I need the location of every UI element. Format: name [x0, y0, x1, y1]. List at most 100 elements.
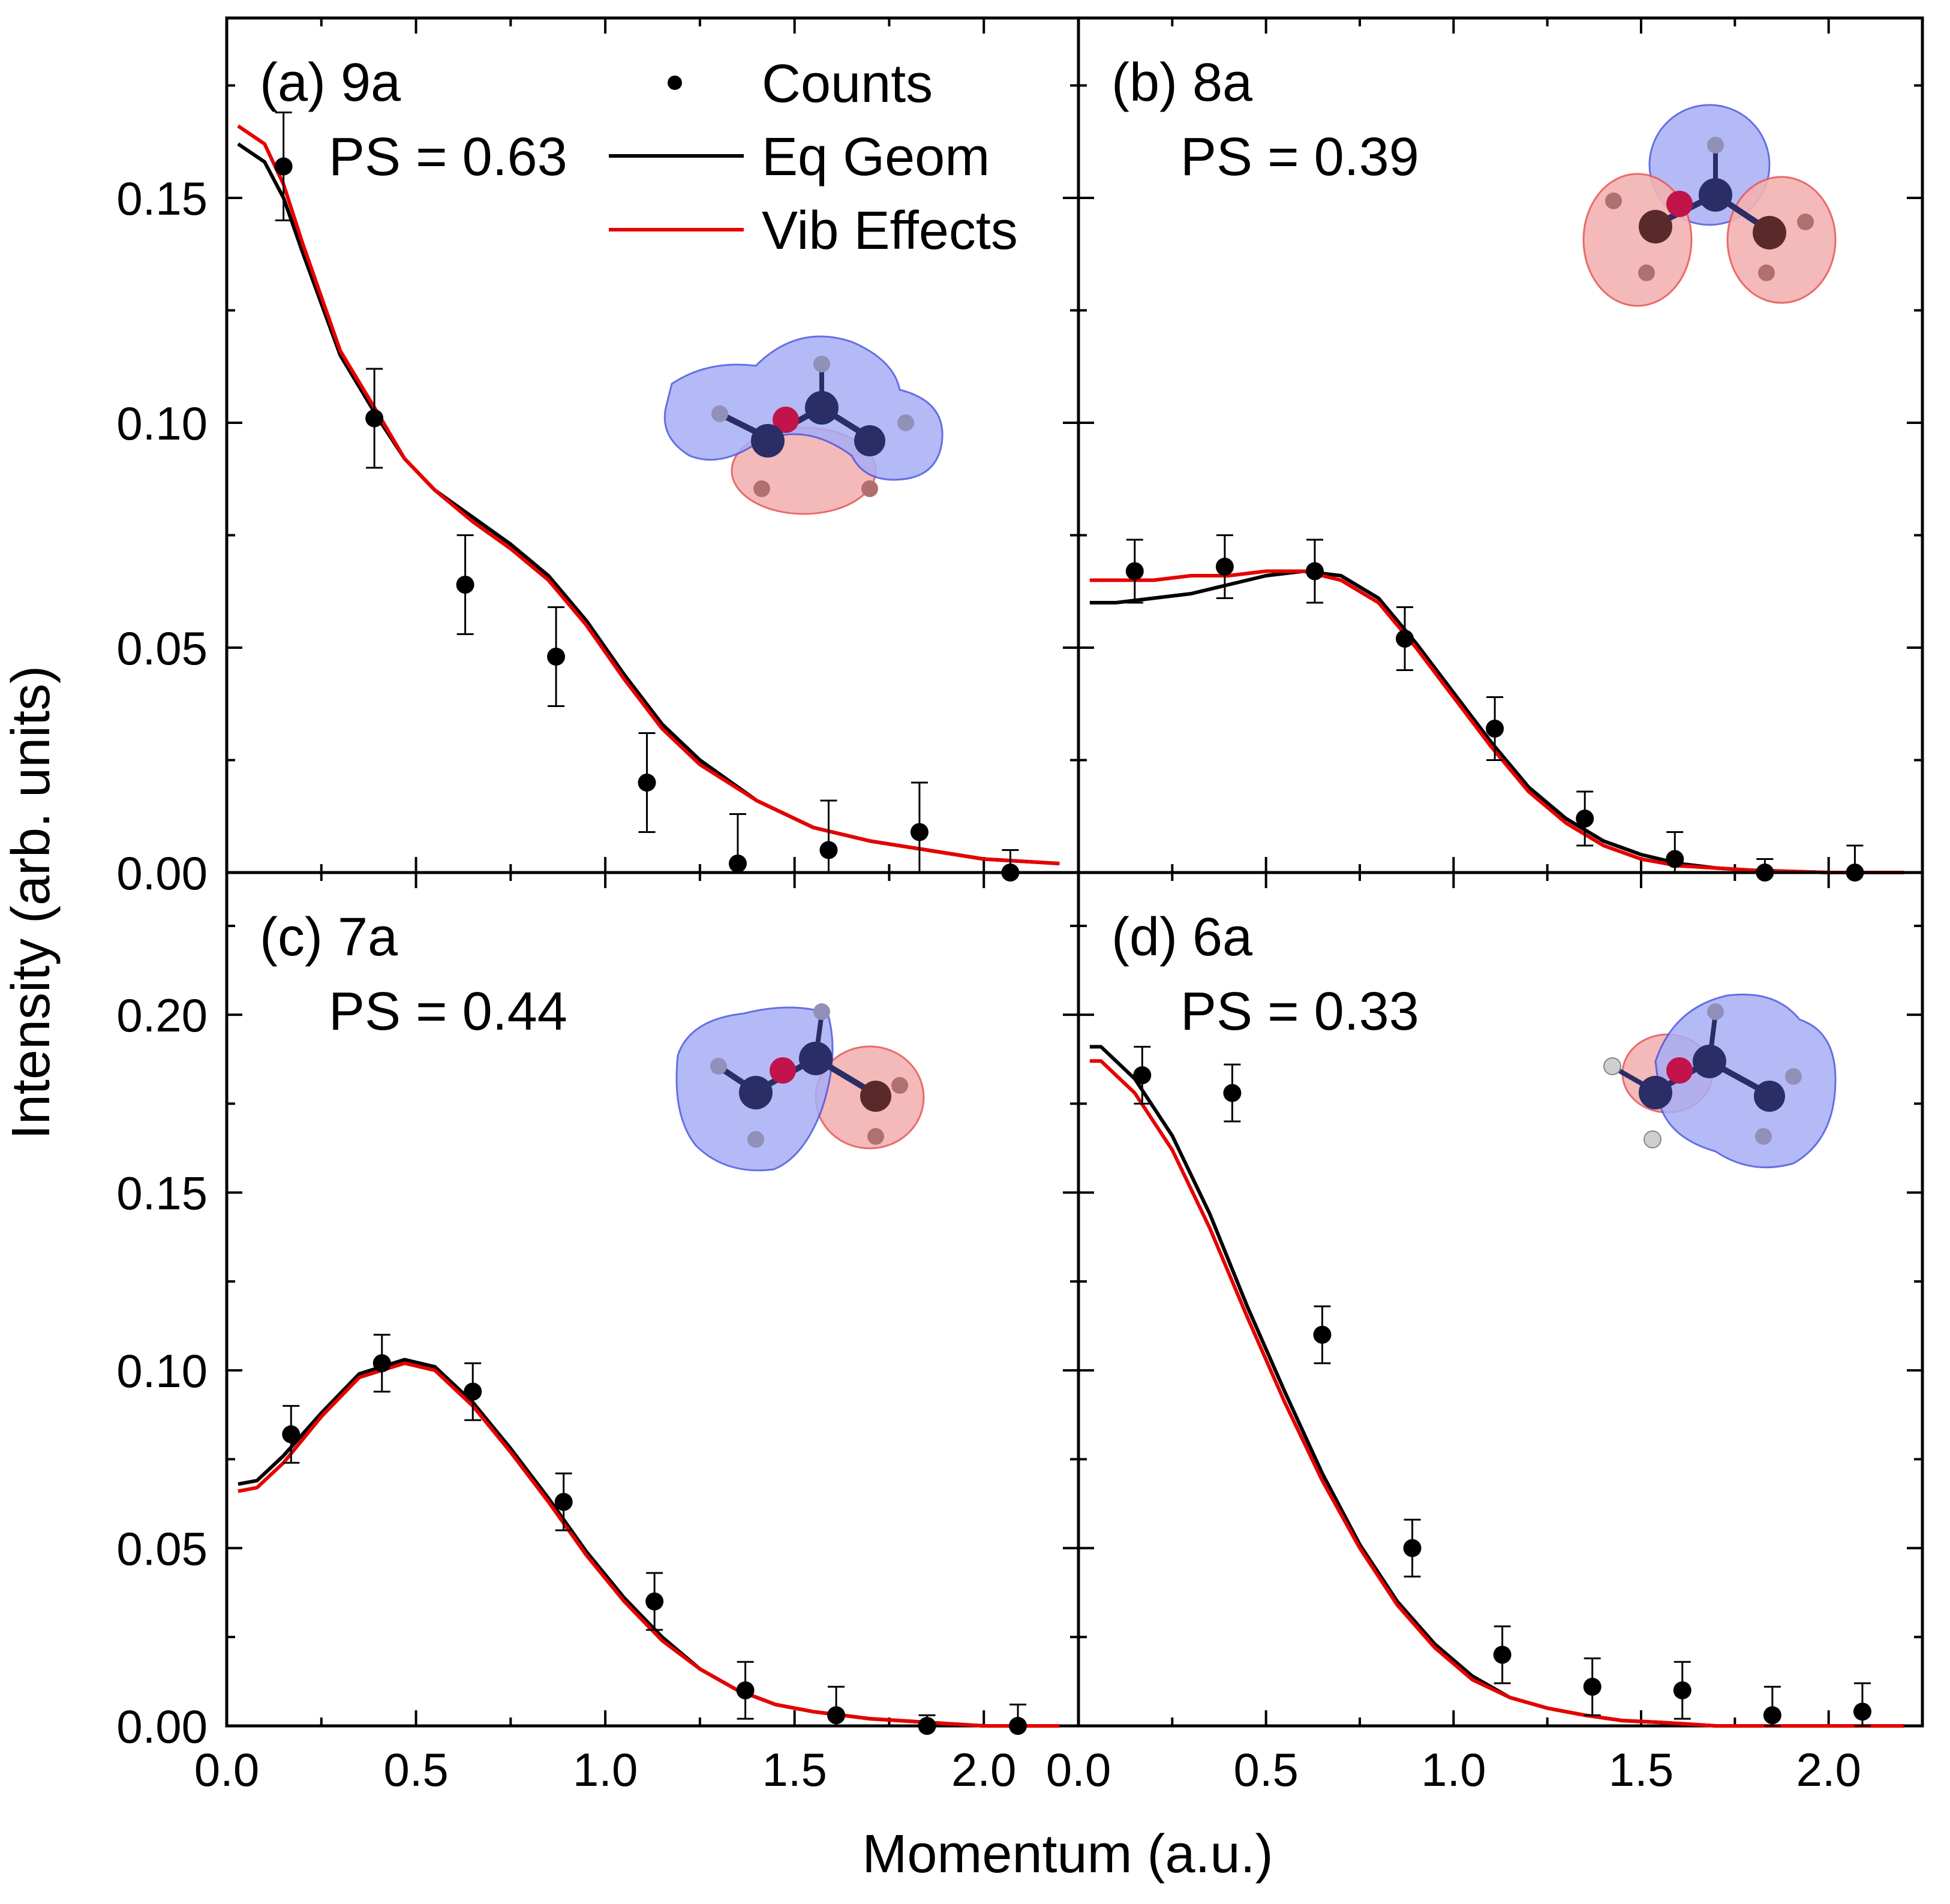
panel-title: (c) 7a — [260, 907, 398, 967]
counts-point — [638, 774, 656, 792]
y-tick-label: 0.00 — [116, 847, 208, 900]
counts-point — [1583, 1677, 1602, 1696]
legend-eq-geom-label: Eq Geom — [762, 127, 990, 187]
atom-n — [1699, 178, 1732, 212]
x-tick-label: 0.0 — [194, 1743, 259, 1796]
atom-o — [773, 407, 799, 433]
counts-point — [729, 855, 747, 873]
counts-point — [1403, 1539, 1422, 1557]
legend-counts-label: Counts — [762, 54, 933, 114]
atom-c — [1639, 210, 1672, 243]
panel-title: (a) 9a — [260, 53, 401, 113]
legend: Counts Eq Geom Vib Effects — [609, 54, 1018, 261]
molecule-inset-c — [675, 1003, 925, 1172]
counts-point — [827, 1706, 846, 1725]
atom-c — [860, 1081, 891, 1112]
ps-annotation: PS = 0.33 — [1180, 982, 1419, 1042]
y-tick-label: 0.10 — [116, 1344, 208, 1397]
atom-n — [854, 425, 885, 456]
counts-point — [1666, 850, 1684, 868]
counts-point — [1576, 810, 1594, 828]
atom-h — [861, 480, 878, 497]
atom-h — [1605, 192, 1622, 209]
panel-title: (b) 8a — [1111, 53, 1253, 113]
counts-point — [1009, 1717, 1027, 1735]
x-tick-label: 0.5 — [383, 1743, 448, 1796]
counts-point — [1673, 1681, 1691, 1700]
y-tick-label: 0.00 — [116, 1700, 208, 1753]
atom-o — [1666, 1057, 1693, 1084]
atom-n — [799, 1042, 833, 1075]
atom-h — [1707, 1003, 1724, 1020]
counts-point — [282, 1425, 301, 1443]
atom-n — [751, 424, 785, 458]
counts-point — [1486, 720, 1504, 738]
counts-point — [1396, 630, 1414, 648]
atom-h — [747, 1131, 764, 1148]
x-tick-label: 2.0 — [1796, 1743, 1861, 1796]
counts-point — [372, 1354, 391, 1373]
atom-h — [1603, 1057, 1621, 1075]
atom-h — [1707, 137, 1724, 154]
panel-title: (d) 6a — [1111, 907, 1253, 967]
y-tick-label: 0.05 — [116, 1523, 208, 1575]
atom-h — [1755, 1128, 1772, 1145]
x-tick-label: 0.0 — [1046, 1743, 1111, 1796]
legend-counts-marker — [668, 76, 682, 90]
counts-point — [736, 1681, 755, 1700]
legend-vib-effects-label: Vib Effects — [762, 201, 1018, 261]
molecule-inset-b — [1582, 104, 1837, 307]
atom-o — [770, 1057, 796, 1084]
ps-annotation: PS = 0.44 — [329, 982, 567, 1042]
counts-point — [1223, 1084, 1242, 1102]
counts-point — [1133, 1066, 1152, 1084]
counts-point — [645, 1592, 664, 1611]
chart-panels: 0.00 0.05 0.10 0.15 (a) 9a PS = 0.63 (b) 8a PS … — [116, 16, 1924, 1796]
counts-point — [1763, 1706, 1781, 1725]
y-axis-label: Intensity (arb. units) — [1, 666, 61, 1139]
atom-h — [711, 405, 728, 422]
atom-h — [891, 1077, 908, 1094]
counts-point — [365, 409, 384, 428]
counts-point — [1125, 562, 1144, 580]
atom-n — [1639, 1076, 1672, 1109]
y-tick-label: 0.10 — [116, 397, 208, 450]
atom-h — [710, 1058, 727, 1075]
counts-point — [1215, 558, 1234, 576]
counts-point — [1853, 1703, 1871, 1721]
x-tick-label: 1.0 — [573, 1743, 638, 1796]
y-tick-label: 0.05 — [116, 622, 208, 675]
ps-annotation: PS = 0.39 — [1180, 127, 1419, 187]
counts-point — [456, 576, 474, 594]
atom-h — [813, 356, 830, 372]
x-tick-label: 2.0 — [951, 1743, 1016, 1796]
x-tick-label: 1.0 — [1421, 1743, 1486, 1796]
x-axis-label: Momentum (a.u.) — [862, 1824, 1273, 1884]
counts-point — [1313, 1325, 1332, 1344]
panel-d: 0.0 0.5 1.0 1.5 2.0 (d) 6a PS = 0.33 — [1046, 871, 1924, 1796]
x-tick-label: 0.5 — [1233, 1743, 1298, 1796]
ps-annotation: PS = 0.63 — [329, 127, 567, 187]
counts-point — [554, 1493, 573, 1511]
counts-point — [1493, 1646, 1512, 1664]
atom-h — [1643, 1130, 1661, 1148]
molecule-inset-d — [1603, 993, 1837, 1169]
counts-point — [547, 648, 566, 666]
panel-d-frame — [1077, 871, 1924, 1728]
counts-point — [918, 1717, 936, 1735]
atom-h — [867, 1128, 884, 1145]
atom-n — [739, 1076, 773, 1109]
counts-point — [910, 823, 929, 841]
counts-point — [1305, 562, 1324, 580]
vib-effects-line — [1089, 1059, 1904, 1728]
x-tick-label: 1.5 — [762, 1743, 827, 1796]
vib-effects-line — [237, 124, 1060, 865]
counts-point — [464, 1382, 482, 1401]
counts-point — [274, 157, 293, 176]
atom-h — [813, 1003, 830, 1020]
atom-n — [805, 391, 839, 425]
y-tick-label: 0.15 — [116, 172, 208, 225]
atom-h — [753, 480, 770, 497]
atom-h — [1785, 1068, 1802, 1085]
